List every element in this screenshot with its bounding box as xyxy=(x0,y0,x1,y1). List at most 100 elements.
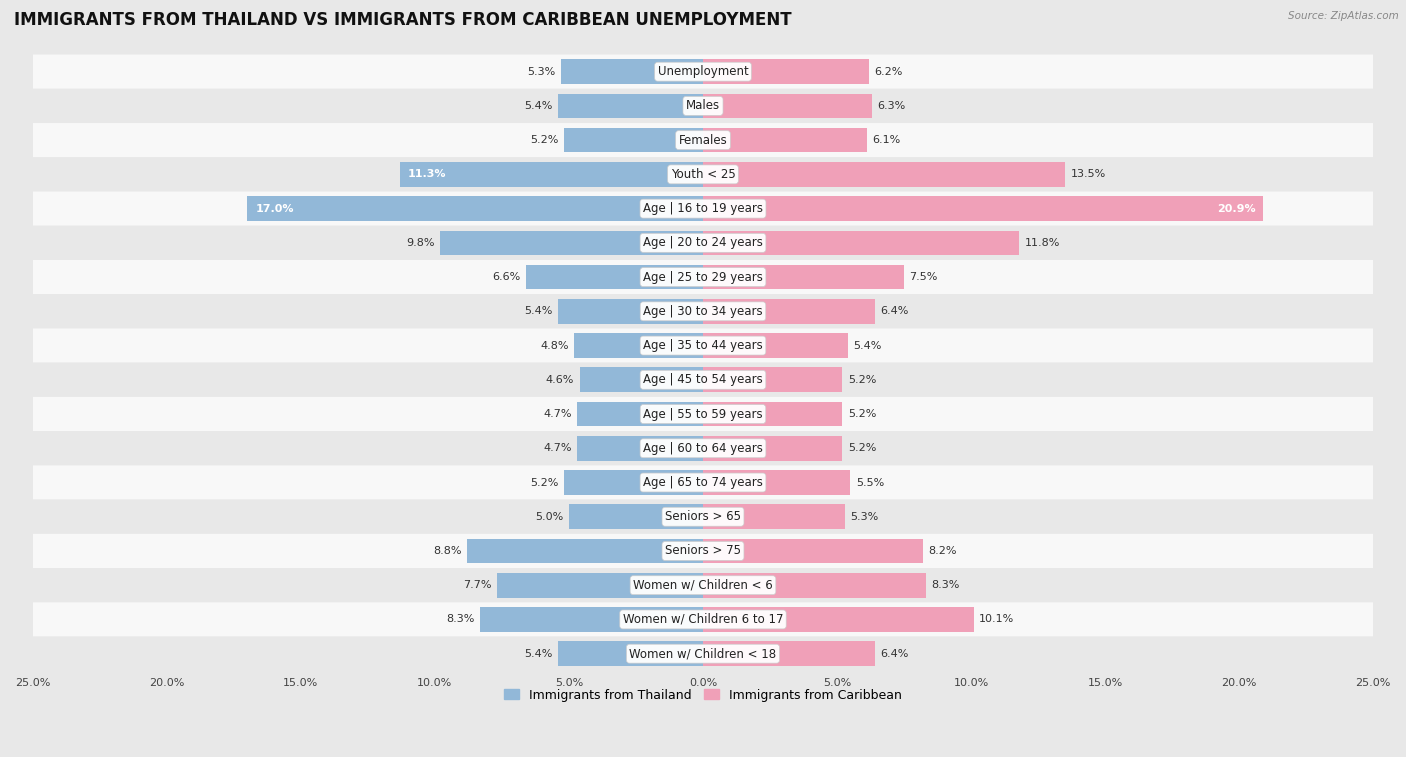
Text: 13.5%: 13.5% xyxy=(1070,170,1105,179)
Bar xyxy=(564,470,703,495)
Bar xyxy=(561,59,703,84)
FancyBboxPatch shape xyxy=(32,294,1374,329)
Text: 5.2%: 5.2% xyxy=(530,136,558,145)
FancyBboxPatch shape xyxy=(32,260,1374,294)
Text: 5.4%: 5.4% xyxy=(853,341,882,350)
Text: 5.4%: 5.4% xyxy=(524,649,553,659)
Bar xyxy=(703,539,922,563)
Bar xyxy=(467,539,703,563)
Bar xyxy=(703,94,872,118)
FancyBboxPatch shape xyxy=(32,637,1374,671)
Bar xyxy=(481,607,703,632)
Text: 5.3%: 5.3% xyxy=(527,67,555,76)
Text: 7.7%: 7.7% xyxy=(463,580,491,590)
Text: Females: Females xyxy=(679,134,727,147)
Bar xyxy=(703,402,842,426)
Text: 4.8%: 4.8% xyxy=(540,341,569,350)
Text: 5.2%: 5.2% xyxy=(848,375,876,385)
Bar xyxy=(703,607,974,632)
Text: 5.5%: 5.5% xyxy=(856,478,884,488)
Bar xyxy=(558,641,703,666)
Text: 4.7%: 4.7% xyxy=(543,444,572,453)
Text: 5.4%: 5.4% xyxy=(524,101,553,111)
Text: Age | 20 to 24 years: Age | 20 to 24 years xyxy=(643,236,763,249)
Bar xyxy=(703,367,842,392)
Bar xyxy=(558,299,703,324)
Text: 9.8%: 9.8% xyxy=(406,238,434,248)
Text: 6.2%: 6.2% xyxy=(875,67,903,76)
Bar xyxy=(576,402,703,426)
Text: Age | 60 to 64 years: Age | 60 to 64 years xyxy=(643,442,763,455)
FancyBboxPatch shape xyxy=(32,500,1374,534)
Bar xyxy=(703,59,869,84)
Text: 8.2%: 8.2% xyxy=(928,546,956,556)
FancyBboxPatch shape xyxy=(32,55,1374,89)
Text: Age | 16 to 19 years: Age | 16 to 19 years xyxy=(643,202,763,215)
FancyBboxPatch shape xyxy=(32,89,1374,123)
Text: 6.6%: 6.6% xyxy=(492,272,520,282)
Bar xyxy=(703,162,1064,187)
Text: Youth < 25: Youth < 25 xyxy=(671,168,735,181)
FancyBboxPatch shape xyxy=(32,568,1374,603)
Text: 11.3%: 11.3% xyxy=(408,170,447,179)
Bar xyxy=(440,231,703,255)
Bar xyxy=(401,162,703,187)
FancyBboxPatch shape xyxy=(32,466,1374,500)
Text: 6.4%: 6.4% xyxy=(880,649,908,659)
Text: Source: ZipAtlas.com: Source: ZipAtlas.com xyxy=(1288,11,1399,21)
Text: Males: Males xyxy=(686,99,720,113)
Text: 5.2%: 5.2% xyxy=(530,478,558,488)
Text: 5.3%: 5.3% xyxy=(851,512,879,522)
Text: 5.2%: 5.2% xyxy=(848,444,876,453)
Text: Age | 35 to 44 years: Age | 35 to 44 years xyxy=(643,339,763,352)
Text: 5.0%: 5.0% xyxy=(536,512,564,522)
Bar xyxy=(703,231,1019,255)
Text: 11.8%: 11.8% xyxy=(1025,238,1060,248)
Text: 10.1%: 10.1% xyxy=(979,615,1014,625)
FancyBboxPatch shape xyxy=(32,329,1374,363)
Text: Age | 25 to 29 years: Age | 25 to 29 years xyxy=(643,270,763,284)
Text: Age | 55 to 59 years: Age | 55 to 59 years xyxy=(643,407,763,421)
FancyBboxPatch shape xyxy=(32,123,1374,157)
Text: 4.7%: 4.7% xyxy=(543,409,572,419)
Text: Age | 45 to 54 years: Age | 45 to 54 years xyxy=(643,373,763,386)
Bar xyxy=(576,436,703,460)
Legend: Immigrants from Thailand, Immigrants from Caribbean: Immigrants from Thailand, Immigrants fro… xyxy=(499,684,907,706)
Text: 5.2%: 5.2% xyxy=(848,409,876,419)
Bar xyxy=(703,128,866,152)
FancyBboxPatch shape xyxy=(32,603,1374,637)
Text: 7.5%: 7.5% xyxy=(910,272,938,282)
Bar xyxy=(703,196,1264,221)
Text: 6.4%: 6.4% xyxy=(880,307,908,316)
Text: Women w/ Children < 6: Women w/ Children < 6 xyxy=(633,578,773,592)
Bar xyxy=(703,470,851,495)
Bar xyxy=(526,265,703,289)
Text: 6.3%: 6.3% xyxy=(877,101,905,111)
Bar xyxy=(558,94,703,118)
Text: Seniors > 75: Seniors > 75 xyxy=(665,544,741,557)
Text: Women w/ Children < 18: Women w/ Children < 18 xyxy=(630,647,776,660)
FancyBboxPatch shape xyxy=(32,397,1374,431)
FancyBboxPatch shape xyxy=(32,363,1374,397)
Bar xyxy=(569,504,703,529)
Text: Unemployment: Unemployment xyxy=(658,65,748,78)
FancyBboxPatch shape xyxy=(32,431,1374,466)
FancyBboxPatch shape xyxy=(32,157,1374,192)
Bar xyxy=(247,196,703,221)
Bar xyxy=(703,641,875,666)
Text: 8.3%: 8.3% xyxy=(931,580,959,590)
Text: Age | 65 to 74 years: Age | 65 to 74 years xyxy=(643,476,763,489)
Bar xyxy=(703,265,904,289)
FancyBboxPatch shape xyxy=(32,226,1374,260)
FancyBboxPatch shape xyxy=(32,534,1374,568)
Text: IMMIGRANTS FROM THAILAND VS IMMIGRANTS FROM CARIBBEAN UNEMPLOYMENT: IMMIGRANTS FROM THAILAND VS IMMIGRANTS F… xyxy=(14,11,792,30)
Bar xyxy=(703,573,925,597)
Bar xyxy=(496,573,703,597)
Text: Women w/ Children 6 to 17: Women w/ Children 6 to 17 xyxy=(623,613,783,626)
Text: Seniors > 65: Seniors > 65 xyxy=(665,510,741,523)
Text: 6.1%: 6.1% xyxy=(872,136,900,145)
Text: 8.3%: 8.3% xyxy=(447,615,475,625)
Bar xyxy=(703,299,875,324)
Text: 8.8%: 8.8% xyxy=(433,546,461,556)
Bar xyxy=(703,333,848,358)
